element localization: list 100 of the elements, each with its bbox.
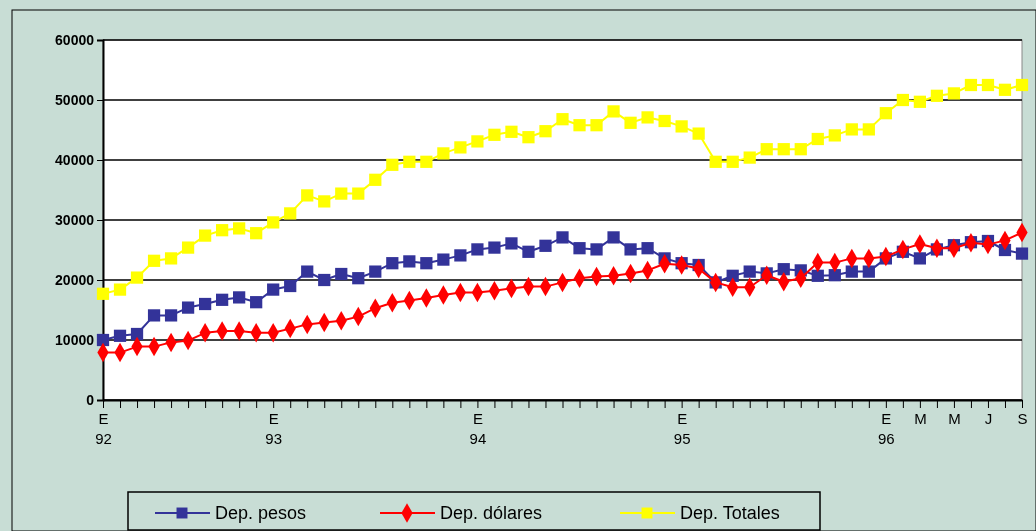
point [573, 242, 586, 255]
legend-label: Dep. pesos [215, 503, 307, 523]
point [420, 257, 433, 270]
point [147, 309, 161, 322]
x-tick-label: M [914, 410, 927, 427]
point [386, 257, 399, 270]
point [1015, 78, 1029, 92]
x-tick-label: S [1017, 410, 1028, 427]
point [301, 189, 314, 202]
point [573, 119, 586, 132]
point [794, 143, 807, 156]
point [828, 129, 841, 142]
point [267, 216, 280, 229]
point [488, 128, 501, 141]
point [624, 116, 637, 129]
point [420, 155, 433, 168]
point [505, 125, 518, 138]
point [113, 283, 127, 296]
x-tick-label: E 95 [673, 410, 691, 447]
point [913, 95, 927, 108]
x-tick-label: E 93 [265, 410, 283, 447]
point [811, 132, 824, 146]
point [607, 105, 620, 118]
point [828, 269, 841, 282]
point [641, 111, 654, 124]
point [811, 269, 824, 282]
point [709, 155, 722, 168]
point [181, 241, 195, 254]
y-tick-label: 0 [86, 391, 95, 408]
point [743, 151, 756, 164]
y-tick-label: 10000 [55, 331, 95, 348]
point [318, 195, 331, 208]
point [726, 155, 739, 168]
point [96, 333, 110, 347]
x-tick-label: E 96 [878, 410, 895, 447]
point [913, 252, 927, 265]
point [471, 243, 484, 256]
point [777, 143, 790, 156]
point [964, 78, 978, 92]
point [130, 271, 144, 284]
point [198, 229, 212, 242]
point [862, 123, 875, 136]
point [96, 287, 110, 300]
point [845, 265, 858, 278]
point [130, 327, 144, 341]
point [403, 155, 416, 168]
point [335, 267, 348, 281]
point [641, 242, 654, 255]
point [522, 131, 535, 144]
point [369, 265, 382, 278]
point [352, 272, 365, 285]
point [352, 187, 365, 200]
point [301, 265, 314, 278]
point [233, 291, 246, 304]
x-tick-label: E 92 [95, 410, 112, 447]
point [998, 83, 1012, 96]
point [403, 255, 416, 268]
y-tick-label: 30000 [55, 211, 95, 228]
y-tick-label: 20000 [55, 271, 95, 288]
point [488, 241, 501, 254]
point [369, 173, 382, 186]
point [471, 135, 484, 148]
point [233, 222, 246, 235]
point [164, 309, 178, 322]
point [862, 265, 875, 278]
point [267, 283, 280, 296]
point [743, 265, 756, 278]
point [198, 297, 212, 311]
x-tick-label: E 94 [469, 410, 487, 447]
point [454, 141, 467, 154]
point [284, 279, 297, 293]
point [454, 249, 467, 262]
x-tick-label: M [948, 410, 961, 427]
point [250, 296, 263, 309]
point [250, 227, 263, 240]
point [607, 231, 620, 244]
point [879, 107, 892, 120]
point [216, 224, 229, 237]
point [505, 237, 518, 250]
point [164, 252, 178, 265]
point [539, 239, 552, 252]
point [335, 187, 348, 200]
point [437, 253, 450, 266]
point [692, 127, 705, 140]
point [590, 119, 603, 132]
legend-label: Dep. Totales [680, 503, 780, 523]
x-tick-label: J [984, 410, 993, 427]
point [556, 231, 569, 244]
point [113, 329, 127, 342]
point [658, 114, 671, 128]
point [284, 207, 297, 220]
point [675, 120, 688, 133]
point [386, 158, 399, 171]
y-tick-label: 60000 [55, 31, 95, 48]
point [1015, 247, 1029, 260]
point [181, 301, 195, 314]
point [522, 245, 535, 258]
y-tick-label: 50000 [55, 91, 95, 108]
legend-label: Dep. dólares [440, 503, 543, 523]
point [981, 78, 995, 92]
